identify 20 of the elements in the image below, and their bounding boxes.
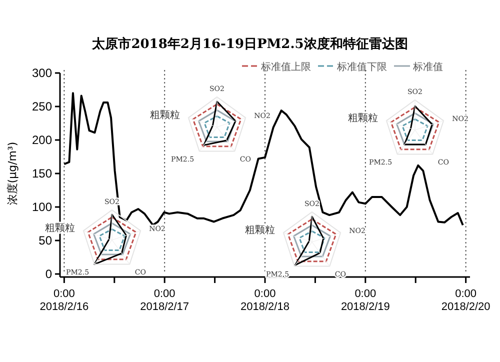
y-tick-label: 300 <box>32 66 52 80</box>
chart-title: 太原市2018年2月16-19日PM2.5浓度和特征雷达图 <box>91 36 408 52</box>
y-axis-title: 浓度(μg/m³) <box>6 142 19 206</box>
y-tick-label: 250 <box>32 100 52 114</box>
y-tick-label: 0 <box>45 267 52 281</box>
x-tick-label: 0:00 2018/2/18 <box>240 288 290 313</box>
y-tick-label: 150 <box>32 166 52 180</box>
spoke-label: 粗颗粒 <box>348 112 378 124</box>
spoke-label: 粗颗粒 <box>244 224 275 236</box>
y-tick-label: 200 <box>32 133 52 147</box>
y-tick-label: 50 <box>38 234 52 248</box>
x-tick-label: 0:00 2018/2/16 <box>40 288 89 313</box>
y-tick-label: 100 <box>32 200 52 214</box>
x-tick-label: 0:00 2018/2/19 <box>340 288 390 313</box>
x-tick-label: 0:00 2018/2/20 <box>441 288 490 313</box>
x-tick-label: 0:00 2018/2/17 <box>140 288 190 313</box>
legend-label: 标准值下限 <box>336 61 387 73</box>
spoke-label: 粗颗粒 <box>150 110 180 121</box>
legend-label: 标准值 <box>412 61 443 73</box>
legend-label: 标准值上限 <box>260 61 311 73</box>
